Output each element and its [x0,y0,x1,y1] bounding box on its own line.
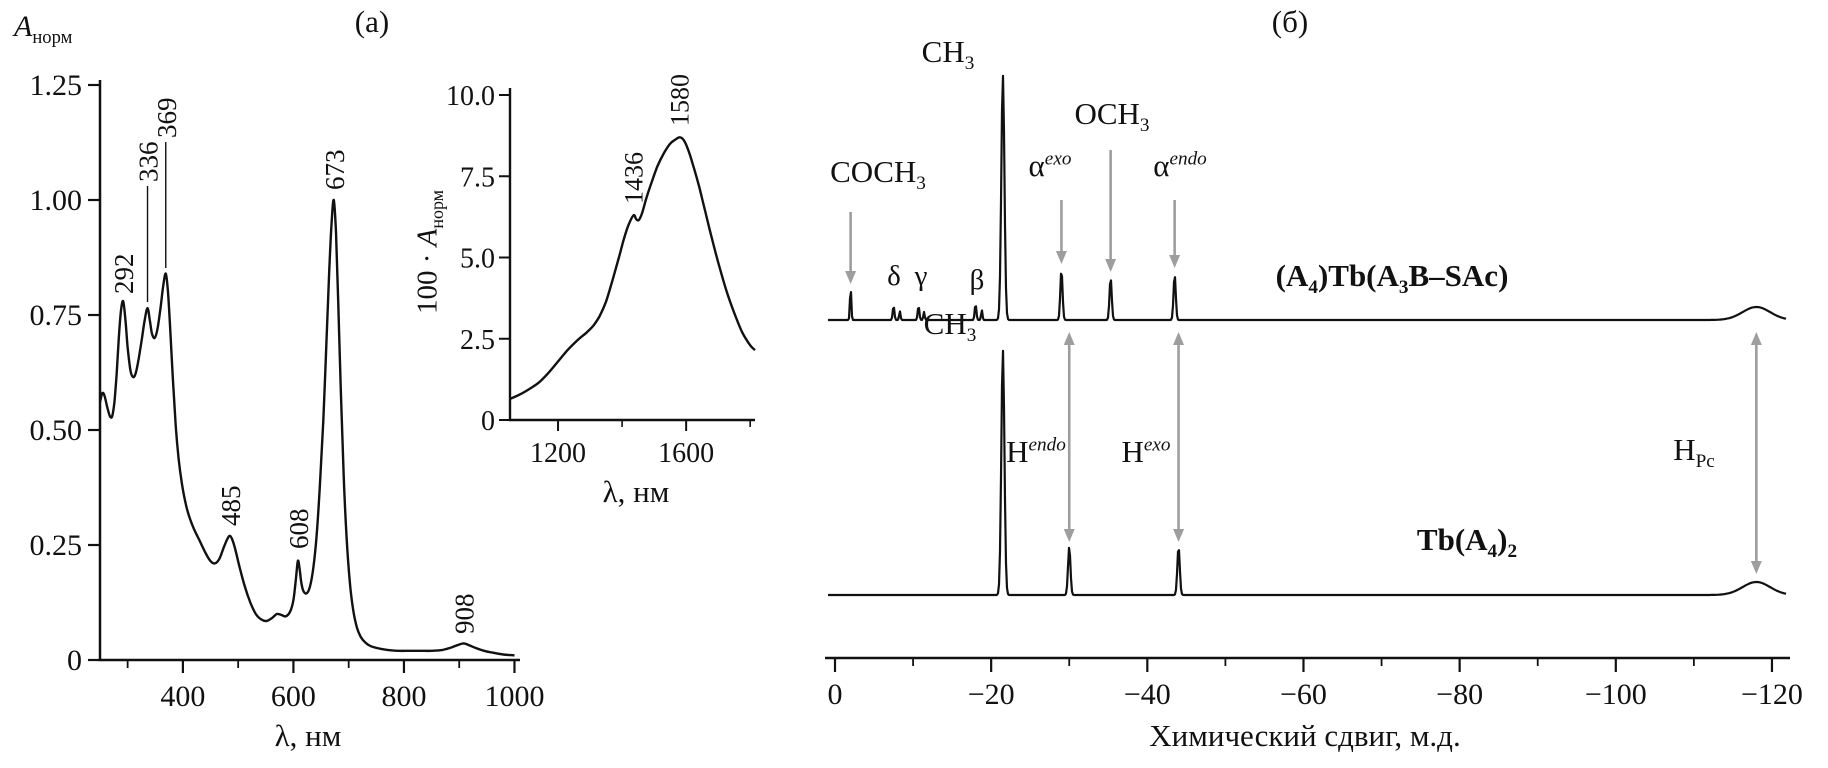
svg-text:−100: −100 [1585,678,1647,711]
svg-text:−80: −80 [1436,678,1483,711]
svg-text:5.0: 5.0 [460,244,495,275]
svg-text:600: 600 [271,680,316,713]
svg-text:0.50: 0.50 [30,414,83,447]
peak-label: 369 [152,98,182,139]
peak-label: 292 [109,254,139,295]
svg-text:0.75: 0.75 [30,299,83,332]
H_Pc-arrow [1750,332,1762,574]
svg-text:1200: 1200 [530,438,586,469]
nir-curve [509,136,756,401]
nmr-trace-bottom [827,349,1787,597]
H_exo-arrow [1173,332,1185,542]
peak-label: 673 [320,150,350,191]
panel-a-y-axis-title: Aнорм [14,10,73,48]
peak-label: 485 [216,486,246,527]
svg-text:−40: −40 [1124,678,1171,711]
peak-label: 1436 [620,152,649,204]
panel-a-title: (а) [354,4,390,39]
svg-text:10.0: 10.0 [446,81,495,112]
svg-text:7.5: 7.5 [460,162,495,193]
inset-x-axis-title: λ, нм [602,474,670,509]
panel-b-x-axis-title: Химический сдвиг, м.д. [1149,718,1461,753]
ch3-label-top: CH3 [921,34,975,75]
peak-label: 336 [134,142,164,183]
svg-text:1600: 1600 [658,438,714,469]
panel-a-x-axis-title: λ, нм [274,718,342,753]
nmr-trace-top [827,74,1787,322]
svg-text:−120: −120 [1741,678,1803,711]
h-pc-label: HPc [1673,432,1715,473]
uvvis-curve [98,198,515,657]
och3-label: OCH3 [1074,96,1150,137]
panel-a-main-plot: 0 0.25 0.50 0.75 1.00 1.25 400 600 800 1000 292 336… [30,69,545,713]
svg-text:0: 0 [67,644,82,677]
beta-label: β [969,264,985,296]
svg-text:1.00: 1.00 [30,184,83,217]
svg-text:1000: 1000 [484,680,544,713]
svg-text:0: 0 [481,406,495,437]
svg-text:0.25: 0.25 [30,529,83,562]
svg-text:−60: −60 [1280,678,1327,711]
OCH3-arrow [1105,150,1117,272]
svg-text:1.25: 1.25 [30,69,83,102]
panel-a-inset-plot: 0 2.5 5.0 7.5 10.0 1200 1600 1436 1580 [446,74,756,469]
svg-text:−20: −20 [968,678,1015,711]
h-endo-label: Hendo [1006,434,1066,469]
svg-text:800: 800 [381,680,426,713]
alpha-endo-label: αendo [1153,148,1207,183]
delta-label: δ [887,260,901,292]
peak-label: 1580 [666,74,695,126]
compound-label-bottom: Tb(A4)2 [1416,522,1518,563]
svg-text:0: 0 [828,678,843,711]
compound-label-top: (A4)Tb(A3B–SAc) [1275,258,1509,299]
coch3-label: COCH3 [830,154,926,195]
alpha_exo-arrow [1055,200,1067,264]
ch3-label-bottom: CH3 [923,306,977,347]
inset-y-axis-title: 100 · Aнорм [411,189,448,315]
alpha-exo-label: αexo [1028,148,1072,183]
svg-text:400: 400 [160,680,205,713]
alpha_endo-arrow [1169,200,1181,268]
panel-b-title: (б) [1271,4,1309,39]
gamma-label: γ [914,260,928,292]
svg-text:2.5: 2.5 [460,325,495,356]
panel-b-nmr-plot: 0 −20 −40 −60 −80 −100 −120 [825,74,1803,711]
H_endo-arrow [1063,332,1075,542]
peak-label: 908 [450,594,480,635]
h-exo-label: Hexo [1121,434,1171,469]
peak-label: 608 [284,509,314,550]
COCH3-arrow [845,212,857,284]
